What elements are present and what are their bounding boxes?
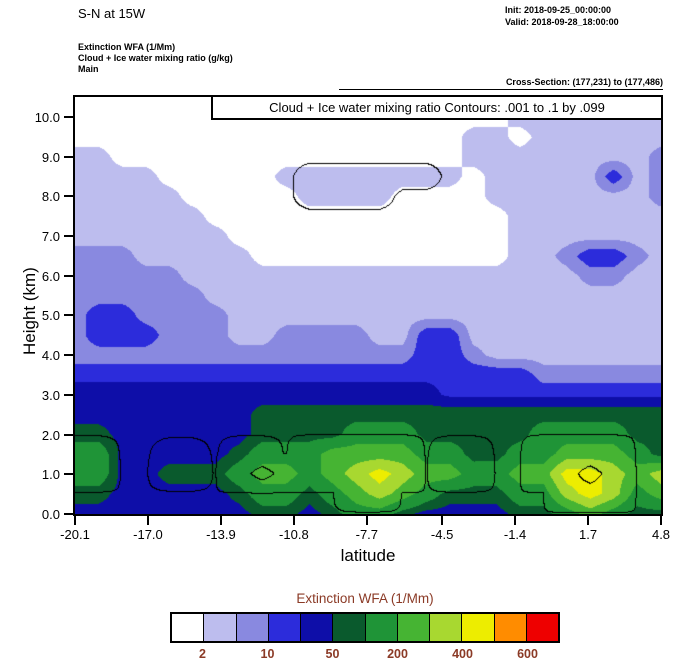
- x-tick-mark: [74, 516, 76, 525]
- x-tick-label: 1.7: [578, 527, 598, 542]
- contour-field-canvas: [75, 97, 661, 514]
- colorbar-cell: [203, 614, 236, 641]
- y-tick-mark: [64, 354, 73, 357]
- colorbar-labels: 2 10 50 200 400 600: [170, 647, 560, 662]
- x-tick-label: -4.5: [430, 527, 454, 542]
- x-tick-mark: [660, 516, 662, 525]
- x-tick-mark: [219, 516, 222, 525]
- y-tick-label: 0.0: [41, 507, 60, 522]
- y-tick-mark: [64, 393, 73, 396]
- init-time: Init: 2018-09-25_00:00:00: [505, 5, 612, 15]
- colorbar-cell: [461, 614, 494, 641]
- colorbar-tick-label: 2: [199, 647, 206, 661]
- y-axis-title: Height (km): [20, 267, 39, 355]
- colorbar-tick-label: 50: [325, 647, 340, 661]
- x-tick-mark: [587, 516, 590, 525]
- colorbar-tick-label: 600: [517, 647, 538, 661]
- figure-title: S-N at 15W: [78, 6, 146, 21]
- y-tick-label: 7.0: [41, 229, 60, 245]
- y-tick-label: 5.0: [41, 308, 60, 324]
- x-axis-title: latitude: [340, 546, 396, 565]
- y-tick-label: 10.0: [34, 109, 60, 125]
- x-tick-label: -20.1: [60, 527, 90, 542]
- x-tick-label: -10.8: [279, 527, 309, 542]
- x-tick-label: 4.8: [651, 527, 671, 542]
- colorbar-tick-label: 200: [387, 647, 408, 661]
- y-tick-label: 4.0: [41, 348, 60, 364]
- x-tick-label: -17.0: [133, 527, 163, 542]
- y-tick-label: 2.0: [41, 427, 60, 443]
- plot-frame: Cloud + Ice water mixing ratio Contours:…: [35, 95, 670, 542]
- colorbar-cell: [396, 614, 429, 641]
- x-tick-label: -13.9: [206, 527, 236, 542]
- y-tick-mark: [64, 433, 73, 436]
- y-tick-label: 6.0: [41, 268, 60, 284]
- colorbar-cell: [332, 614, 365, 641]
- x-tick-mark: [292, 516, 295, 525]
- field-cloud-label: Cloud + Ice water mixing ratio (g/kg): [78, 53, 233, 63]
- valid-time: Valid: 2018-09-28_18:00:00: [505, 17, 619, 27]
- y-tick-mark: [64, 513, 73, 515]
- y-tick-label: 8.0: [41, 189, 60, 205]
- y-tick-mark: [64, 314, 73, 317]
- y-tick-mark: [64, 473, 73, 476]
- y-tick-mark: [64, 274, 73, 277]
- colorbar: [170, 612, 560, 643]
- x-tick-label: -1.4: [503, 527, 527, 542]
- colorbar-title: Extinction WFA (1/Mm): [296, 591, 434, 606]
- colorbar-cell: [429, 614, 462, 641]
- colorbar-cell: [525, 614, 558, 641]
- y-tick-mark: [64, 155, 73, 158]
- y-tick-mark: [64, 235, 73, 238]
- colorbar-cell: [300, 614, 333, 641]
- x-tick-mark: [441, 516, 444, 525]
- colorbar-cell: [267, 614, 300, 641]
- y-tick-label: 9.0: [41, 149, 60, 165]
- colorbar-tick-label: 10: [260, 647, 275, 661]
- timestamp-block: Init: 2018-09-25_00:00:00 Valid: 2018-09…: [505, 4, 619, 28]
- field-extinction-label: Extinction WFA (1/Mm): [78, 42, 176, 52]
- y-tick-mark: [64, 115, 73, 118]
- colorbar-cell: [493, 614, 526, 641]
- x-tick-mark: [365, 516, 368, 525]
- colorbar-cell: [235, 614, 268, 641]
- field-model-label: Main: [78, 64, 99, 74]
- colorbar-tick-label: 400: [452, 647, 473, 661]
- cross-section-label: Cross-Section: (177,231) to (177,486): [339, 77, 663, 90]
- x-tick-mark: [514, 516, 517, 525]
- field-list: Extinction WFA (1/Mm) Cloud + Ice water …: [78, 42, 233, 75]
- x-tick-label: -7.7: [355, 527, 379, 542]
- contour-note: Cloud + Ice water mixing ratio Contours:…: [211, 95, 663, 120]
- colorbar-cell: [364, 614, 397, 641]
- y-tick-label: 1.0: [41, 467, 60, 483]
- y-tick-label: 3.0: [41, 387, 60, 403]
- y-tick-mark: [64, 195, 73, 198]
- colorbar-cell: [172, 614, 204, 641]
- x-tick-mark: [146, 516, 149, 525]
